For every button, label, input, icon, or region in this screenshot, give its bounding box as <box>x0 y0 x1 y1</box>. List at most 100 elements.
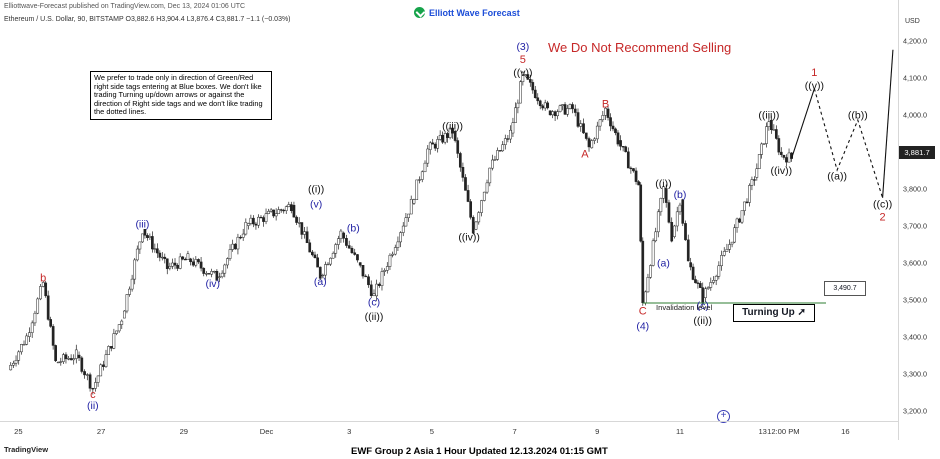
candle-body <box>536 97 540 102</box>
candle-body <box>396 241 400 248</box>
candle-body <box>74 349 78 359</box>
candle-body <box>223 264 227 274</box>
candle-body <box>646 277 650 293</box>
candle-body <box>107 346 110 355</box>
invalidation-price-tag: 3,490.7 <box>824 281 866 296</box>
candle-body <box>399 232 402 243</box>
wave-label: ((ii)) <box>365 311 384 323</box>
candle-body <box>375 283 379 297</box>
candle-body <box>143 229 147 236</box>
price-axis[interactable] <box>898 0 940 440</box>
price-tick-label: 3,800.0 <box>903 185 927 194</box>
wave-label: ((iii)) <box>442 121 463 133</box>
candle-body <box>226 258 229 266</box>
candle-body <box>252 217 255 225</box>
candle-body <box>83 371 86 376</box>
candle-body <box>364 275 368 278</box>
candle-body <box>160 256 164 259</box>
candle-body <box>750 179 754 186</box>
candle-body <box>135 248 139 261</box>
candle-body <box>308 242 312 253</box>
candle-body <box>614 128 617 134</box>
candle-body <box>691 266 695 280</box>
candle-body <box>782 154 786 158</box>
candle-body <box>516 102 520 109</box>
candle-body <box>774 129 778 139</box>
candle-body <box>571 104 574 110</box>
candle-body <box>138 241 142 250</box>
wave-label: (3) <box>516 41 529 53</box>
candle-body <box>670 222 674 242</box>
candle-body <box>526 74 530 80</box>
projection-line <box>791 88 815 159</box>
candle-body <box>533 89 537 98</box>
candle-body <box>673 225 676 237</box>
candle-body <box>44 282 48 297</box>
candle-body <box>611 125 615 130</box>
candle-body <box>787 152 791 163</box>
wave-label: (ii) <box>87 400 99 412</box>
time-tick-label: 13 <box>758 427 766 436</box>
time-axis[interactable] <box>0 421 898 441</box>
candle-body <box>407 213 410 218</box>
candle-body <box>244 222 248 235</box>
candle-body <box>186 253 190 260</box>
candle-body <box>423 162 427 173</box>
wave-label: (c) <box>697 300 709 312</box>
candle-body <box>474 221 478 230</box>
candle-body <box>168 266 172 269</box>
candle-body <box>755 168 759 178</box>
candle-body <box>730 241 734 245</box>
candle-body <box>39 286 42 300</box>
candle-body <box>501 144 505 152</box>
add-icon[interactable]: + <box>717 410 730 423</box>
candle-body <box>282 209 286 212</box>
time-tick-label: Dec <box>260 427 274 436</box>
candle-body <box>313 254 317 258</box>
candle-body <box>426 148 430 164</box>
candle-body <box>651 240 655 266</box>
candle-body <box>146 235 149 238</box>
arrow-up-right-icon: ➚ <box>797 307 806 318</box>
candle-body <box>443 133 447 143</box>
candle-body <box>740 210 744 223</box>
candle-body <box>639 184 643 242</box>
candle-body <box>22 344 26 346</box>
candle-body <box>712 280 715 283</box>
candle-body <box>684 223 687 241</box>
candle-body <box>521 72 525 83</box>
candle-body <box>698 283 702 288</box>
candle-body <box>277 209 281 214</box>
candle-body <box>233 243 237 250</box>
candle-body <box>735 218 739 228</box>
turning-up-button[interactable]: Turning Up ➚ <box>733 304 815 322</box>
candle-body <box>469 201 473 218</box>
candle-body <box>257 216 260 226</box>
candle-body <box>220 272 224 278</box>
candle-body <box>197 259 200 263</box>
candle-body <box>632 168 635 172</box>
candle-body <box>385 266 389 271</box>
candle-body <box>158 252 162 258</box>
candle-body <box>345 238 348 246</box>
candle-body <box>269 209 273 212</box>
wave-label: ((ii)) <box>693 315 712 327</box>
candle-body <box>297 222 301 224</box>
candle-body <box>777 138 781 153</box>
candle-body <box>292 204 296 218</box>
candle-body <box>25 335 29 345</box>
candle-body <box>336 238 340 245</box>
candle-body <box>249 217 253 224</box>
candle-body <box>451 127 454 134</box>
candle-body <box>616 132 620 145</box>
candle-body <box>466 190 470 202</box>
candle-body <box>733 227 736 243</box>
candle-body <box>163 256 167 260</box>
candle-body <box>772 129 776 131</box>
candle-body <box>458 153 462 168</box>
wave-label: 5 <box>520 54 526 66</box>
candle-body <box>367 276 370 286</box>
candle-body <box>54 345 57 362</box>
candle-body <box>69 358 73 361</box>
